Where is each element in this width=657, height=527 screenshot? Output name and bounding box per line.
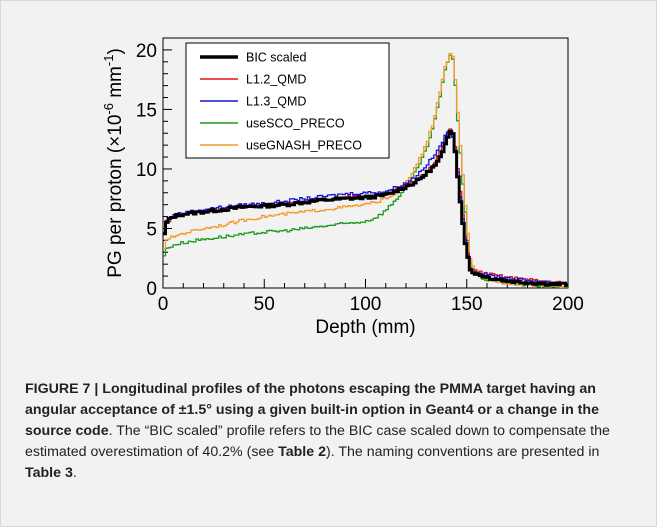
y-tick-label: 15 [136,100,157,121]
x-axis-label: Depth (mm) [315,317,415,338]
caption-text-1: . The “BIC scaled” profile refers to the… [25,423,610,460]
figure-caption: FIGURE 7 | Longitudinal profiles of the … [25,379,635,484]
series-line-l1-3-qmd [163,130,568,285]
x-tick-label: 200 [552,294,584,315]
x-tick-label: 0 [158,294,169,315]
legend: BIC scaled L1.2_QMD L1.3_QMD useSCO_PRECOus… [185,42,390,159]
caption-text-3: . [72,465,77,481]
caption-ref-table-2[interactable]: Table 2 [278,444,326,460]
series-layer [163,52,568,289]
caption-text-2: ). The naming conventions are presented … [325,444,600,460]
tick-labels: 0 50 100 150 200 0 5 10 15 20 [136,41,584,315]
y-tick-label: 5 [146,219,157,240]
y-axis-label: PG per proton (×10-6 mm-1) [101,48,126,278]
legend-entry: L1.2_QMD [246,73,306,87]
legend-entry: L1.3_QMD [246,95,306,109]
figure-title: Longitudinal profiles of the photons esc… [25,381,599,439]
series-line-usegnash-preco [163,52,568,289]
legend-entry: BIC scaled [246,51,306,65]
figure-label: FIGURE 7 | [25,381,99,397]
y-axis-label-close: ) [105,48,126,54]
series-line-bic-scaled [163,129,568,287]
legend-entry: useGNASH_PRECO [246,139,362,153]
y-axis-label-exp1: -6 [101,103,116,115]
y-tick-label: 0 [146,279,157,300]
y-tick-label: 10 [136,160,157,181]
legend-entry: useSCO_PRECO [246,117,345,131]
y-tick-label: 20 [136,41,157,62]
caption-ref-table-3[interactable]: Table 3 [25,465,73,481]
x-tick-label: 150 [451,294,483,315]
y-axis-label-main: PG per proton (×10 [105,115,126,278]
x-tick-label: 50 [254,294,275,315]
x-tick-label: 100 [350,294,382,315]
line-chart: 0 50 100 150 200 0 5 10 15 20 BIC scaled L1.2_QMD L… [101,37,584,338]
y-axis-label-unit: mm [105,66,126,103]
y-axis-label-exp2: -1 [101,55,116,67]
